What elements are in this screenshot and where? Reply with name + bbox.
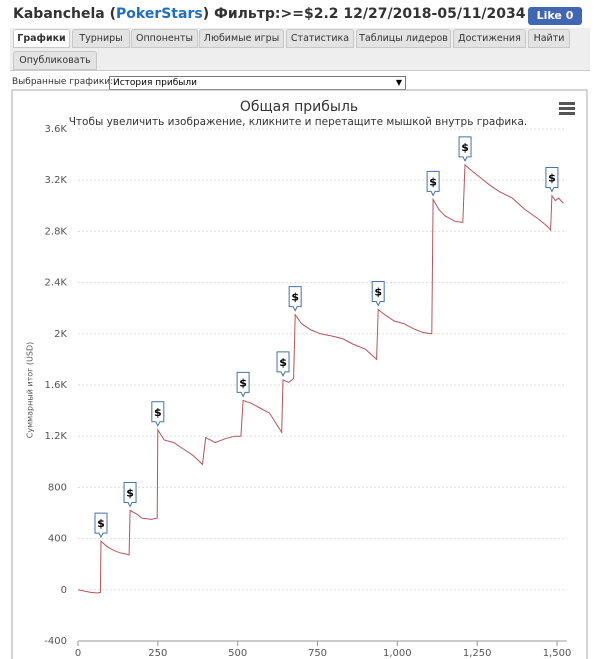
flag-label: $ [429,175,437,188]
flag-label: $ [126,486,134,499]
x-tick-label: 1,250 [463,648,492,659]
header-title: Kabanchela (PokerStars) Фильтр:>=$2.2 12… [13,6,526,22]
flag-label: $ [154,406,162,419]
tab[interactable]: Оппоненты [131,29,198,48]
flag-marker: $ [545,167,559,193]
chart-panel [11,89,588,659]
x-tick-label: 500 [228,648,247,659]
flag-marker: $ [123,481,137,508]
flag-marker: $ [458,136,472,162]
tab[interactable]: Найти [528,29,570,48]
y-tick-label: 400 [48,534,67,545]
flag-marker: $ [276,351,290,377]
flag-box [123,481,137,508]
flag-marker: $ [236,371,250,398]
flag-label: $ [291,291,299,304]
flag-label: $ [279,356,287,369]
tab[interactable]: Опубликовать [13,51,97,70]
flag-marker: $ [288,286,302,312]
flag-box [151,401,165,427]
y-tick-label: 2.4K [45,278,68,289]
filter: ) Фильтр:>=$2.2 12/27/2018-05/11/2034 [202,6,526,22]
tab[interactable]: Статистика [286,29,354,48]
y-tick-label: 2K [54,329,67,340]
flag-marker: $ [371,280,385,307]
flag-label: $ [374,285,382,298]
x-tick-label: 0 [75,648,81,659]
y-tick-label: -400 [44,636,67,647]
y-axis-label: Суммарный итог (USD) [26,342,35,439]
player: Kabanchela ( [13,6,117,22]
flag-box [458,136,472,162]
profit-line [77,163,564,594]
tab[interactable]: Турниры [72,29,130,48]
selector-value: История прибыли [113,78,197,88]
y-tick-label: 2.8K [45,226,68,237]
flag-box [288,286,302,312]
chart-subtitle: Чтобы увеличить изображение, кликните и … [69,116,528,128]
flag-marker: $ [426,170,440,197]
chart-title: Общая прибыль [240,99,358,115]
y-tick-label: 1.6K [45,380,68,391]
flag-box [236,371,250,398]
flag-marker: $ [151,401,165,427]
selector-label: Выбранные графики: [12,77,114,87]
tab[interactable]: Достижения [453,29,526,48]
tab[interactable]: Таблицы лидеров [356,29,451,48]
x-tick-label: 1,500 [543,648,572,659]
tab[interactable]: Любимые игры [199,29,284,48]
x-tick-label: 250 [148,648,167,659]
y-tick-label: 3.2K [45,175,68,186]
flag-label: $ [239,376,247,389]
flag-label: $ [97,517,105,530]
x-tick-label: 750 [308,648,327,659]
tab-bar: Графики Турниры Оппоненты Любимые игры Стати… [10,28,590,71]
flag-label: $ [461,141,469,154]
flag-label: $ [548,172,556,185]
flag-box [426,170,440,197]
flag-box [371,280,385,307]
site-link[interactable]: PokerStars [116,6,203,22]
tab[interactable]: Графики [13,29,70,48]
flag-box [545,167,559,193]
flag-box [94,512,108,539]
menu-button[interactable] [559,102,575,115]
y-tick-label: 3.6K [45,124,68,135]
y-tick-label: 1.2K [45,431,68,442]
like-button[interactable]: Like 0 [528,7,582,25]
y-tick-label: 800 [48,482,67,493]
flag-marker: $ [94,512,108,539]
x-tick-label: 1,000 [383,648,412,659]
y-tick-label: 0 [61,585,67,596]
flag-box [276,351,290,377]
